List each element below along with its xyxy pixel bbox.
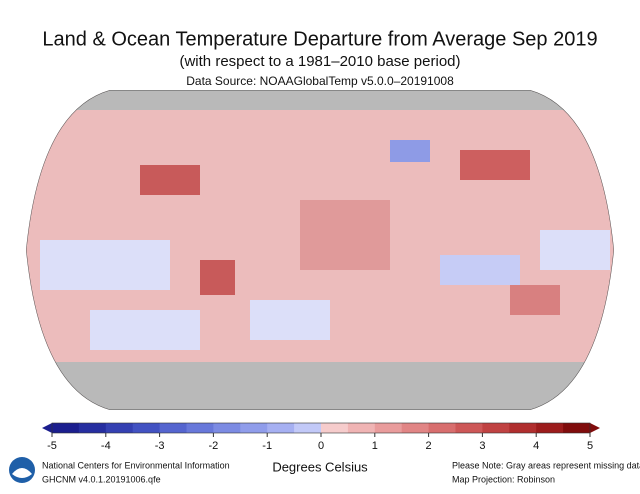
colorbar-bin [536, 423, 564, 433]
colorbar-tick-label: -4 [101, 440, 111, 452]
colorbar-tick-label: -5 [47, 440, 57, 452]
colorbar-tick-label: 3 [479, 440, 485, 452]
colorbar-bin [52, 423, 80, 433]
colorbar-bin [159, 423, 187, 433]
map [26, 90, 614, 410]
colorbar-bin [374, 423, 403, 433]
colorbar-arrow-high [590, 423, 600, 433]
colorbar-bin [482, 423, 510, 433]
colorbar-tick-label: -1 [262, 440, 272, 452]
colorbar-tick-label: 4 [533, 440, 539, 452]
colorbar-tick-label: -3 [155, 440, 165, 452]
colorbar-bin [509, 423, 537, 433]
colorbar-tick-label: 0 [318, 440, 324, 452]
colorbar-bin [347, 423, 376, 433]
colorbar: -5 -4 -3 -2 -1 0 1 2 3 4 5 [42, 422, 600, 452]
colorbar-bin [78, 423, 107, 433]
noaa-logo [9, 457, 35, 483]
colorbar-bin [186, 423, 214, 433]
colorbar-bin [132, 423, 161, 433]
colorbar-bin [267, 423, 295, 433]
colorbar-tick-label: 2 [426, 440, 432, 452]
title: Land & Ocean Temperature Departure from … [42, 28, 597, 50]
colorbar-bin [240, 423, 268, 433]
source: Data Source: NOAAGlobalTemp v5.0.0–20191… [186, 74, 454, 88]
colorbar-tick-label: 5 [587, 440, 593, 452]
colorbar-bin [213, 423, 241, 433]
colorbar-tick-label: 1 [372, 440, 378, 452]
file: GHCNM v4.0.1.20191006.qfe [42, 474, 161, 484]
colorbar-bin [455, 423, 483, 433]
colorbar-arrow-low [42, 423, 52, 433]
org: National Centers for Environmental Infor… [42, 460, 230, 470]
subtitle: (with respect to a 1981–2010 base period… [179, 53, 460, 70]
colorbar-label: Degrees Celsius [272, 459, 368, 474]
colorbar-bin [294, 423, 322, 433]
projection: Map Projection: Robinson [452, 474, 555, 484]
note: Please Note: Gray areas represent missin… [452, 460, 640, 470]
colorbar-tick-label: -2 [209, 440, 219, 452]
colorbar-bin [401, 423, 430, 433]
colorbar-bin [563, 423, 591, 433]
colorbar-bin [428, 423, 456, 433]
colorbar-bin [321, 423, 349, 433]
colorbar-bin [105, 423, 134, 433]
